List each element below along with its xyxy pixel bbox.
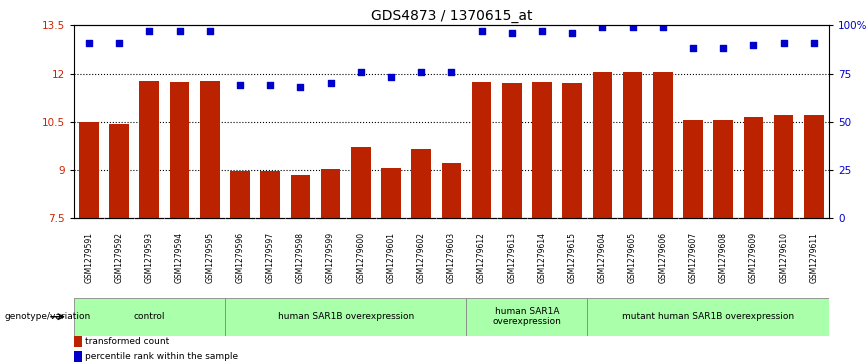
Point (777, 40, 791, 46)
Bar (683, 120, 703, 218)
Bar (593, 72, 612, 218)
Bar (74, 336, 82, 347)
Bar (200, 81, 220, 218)
Bar (713, 120, 733, 218)
Point (233, 82, 247, 88)
Text: GSM1279595: GSM1279595 (205, 232, 214, 283)
Text: GSM1279592: GSM1279592 (115, 232, 123, 283)
Text: GSM1279606: GSM1279606 (658, 232, 667, 283)
Point (656, 24, 670, 30)
Bar (74, 351, 82, 362)
Text: transformed count: transformed count (85, 337, 169, 346)
Bar (291, 175, 310, 218)
Bar (588, 298, 829, 336)
Text: GSM1279604: GSM1279604 (598, 232, 607, 283)
Text: GSM1279598: GSM1279598 (296, 232, 305, 283)
Text: GSM1279591: GSM1279591 (84, 232, 94, 283)
Bar (74, 298, 225, 336)
Text: GSM1279609: GSM1279609 (749, 232, 758, 283)
Bar (381, 168, 401, 218)
Text: genotype/variation: genotype/variation (4, 312, 90, 321)
Text: GSM1279593: GSM1279593 (145, 232, 154, 283)
Text: GSM1279613: GSM1279613 (507, 232, 516, 283)
Bar (225, 298, 466, 336)
Point (505, 30, 519, 36)
Text: GSM1279599: GSM1279599 (326, 232, 335, 283)
Bar (260, 171, 280, 218)
Bar (502, 83, 522, 218)
Text: GSM1279615: GSM1279615 (568, 232, 576, 283)
Text: GSM1279597: GSM1279597 (266, 232, 274, 283)
Text: control: control (134, 312, 165, 321)
Point (384, 74, 398, 80)
Point (82, 40, 95, 46)
Point (716, 46, 730, 52)
Text: GSM1279594: GSM1279594 (175, 232, 184, 283)
Text: GSM1279603: GSM1279603 (447, 232, 456, 283)
Bar (320, 169, 340, 218)
Text: GSM1279614: GSM1279614 (537, 232, 547, 283)
Bar (351, 147, 371, 218)
Text: GSM1279605: GSM1279605 (628, 232, 637, 283)
Bar (411, 149, 431, 218)
Point (475, 28, 489, 34)
Bar (109, 123, 129, 218)
Point (173, 28, 187, 34)
Text: GSM1279607: GSM1279607 (688, 232, 698, 283)
Text: GSM1279596: GSM1279596 (235, 232, 245, 283)
Text: GSM1279611: GSM1279611 (809, 232, 819, 283)
Point (414, 69, 428, 74)
Point (354, 69, 368, 74)
Title: GDS4873 / 1370615_at: GDS4873 / 1370615_at (371, 9, 532, 23)
Bar (744, 117, 763, 218)
Point (746, 42, 760, 48)
Point (142, 28, 156, 34)
Point (565, 30, 579, 36)
Bar (442, 163, 461, 218)
Text: percentile rank within the sample: percentile rank within the sample (85, 352, 238, 361)
Point (686, 46, 700, 52)
Text: GSM1279612: GSM1279612 (477, 232, 486, 283)
Text: human SAR1B overexpression: human SAR1B overexpression (278, 312, 414, 321)
Text: GSM1279601: GSM1279601 (386, 232, 396, 283)
Point (203, 28, 217, 34)
Text: GSM1279600: GSM1279600 (356, 232, 365, 283)
Bar (140, 81, 159, 218)
Text: human SAR1A
overexpression: human SAR1A overexpression (492, 307, 562, 326)
Bar (79, 122, 99, 218)
Bar (471, 82, 491, 218)
Bar (532, 82, 552, 218)
Bar (622, 72, 642, 218)
Bar (466, 298, 588, 336)
Point (324, 80, 338, 86)
Bar (773, 115, 793, 218)
Bar (230, 171, 250, 218)
Text: mutant human SAR1B overexpression: mutant human SAR1B overexpression (622, 312, 794, 321)
Text: GSM1279608: GSM1279608 (719, 232, 727, 283)
Text: GSM1279602: GSM1279602 (417, 232, 425, 283)
Point (595, 24, 609, 30)
Point (293, 84, 307, 90)
Bar (562, 83, 582, 218)
Point (807, 40, 821, 46)
Bar (169, 82, 189, 218)
Point (263, 82, 277, 88)
Point (112, 40, 126, 46)
Point (444, 69, 458, 74)
Point (626, 24, 640, 30)
Text: GSM1279610: GSM1279610 (779, 232, 788, 283)
Bar (653, 72, 673, 218)
Point (535, 28, 549, 34)
Bar (804, 115, 824, 218)
